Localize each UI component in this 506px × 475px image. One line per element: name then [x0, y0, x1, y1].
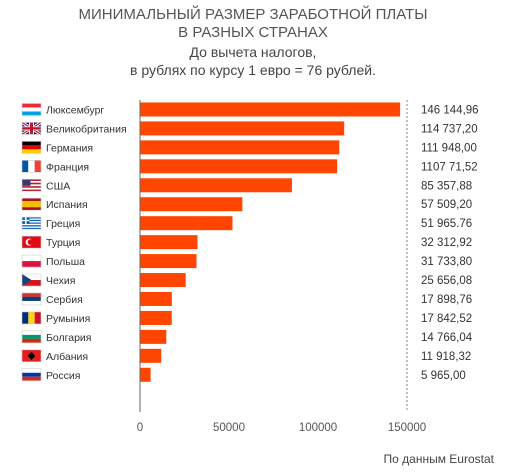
x-tick-label: 0: [137, 422, 143, 434]
flag-romania-icon: [21, 311, 42, 325]
value-label: 32 312,92: [421, 237, 472, 249]
value-label: 146 144,96: [421, 104, 479, 116]
chart-subtitle-line2: в рублях по курсу 1 евро = 76 рублей.: [130, 62, 376, 78]
bar: [140, 310, 172, 325]
bar: [140, 216, 233, 231]
bar: [140, 178, 292, 193]
value-label: 1107 71,52: [421, 161, 478, 173]
bar: [140, 291, 172, 306]
category-label: Испания: [46, 199, 88, 211]
bar: [140, 197, 243, 212]
chart-title-line1: МИНИМАЛЬНЫЙ РАЗМЕР ЗАРАБОТНОЙ ПЛАТЫ: [78, 6, 428, 23]
value-label: 111 948,00: [421, 142, 477, 154]
category-label: Люксембург: [46, 104, 104, 116]
flag-germany-icon: [21, 141, 42, 154]
category-label: Польша: [46, 256, 85, 268]
x-tick-label: 50000: [213, 422, 245, 434]
flag-greece-icon: [21, 216, 42, 230]
category-label: США: [46, 180, 70, 192]
category-label: Албания: [46, 351, 88, 363]
value-label: 85 357,88: [421, 180, 472, 192]
flag-spain-icon: [21, 197, 42, 211]
bar: [140, 121, 345, 136]
category-label: Румыния: [46, 313, 90, 325]
bar: [140, 273, 186, 288]
category-label: Сербия: [46, 294, 83, 306]
x-tick-label: 100000: [299, 422, 337, 434]
value-label: 11 918,32: [421, 351, 471, 363]
category-label: Франция: [46, 161, 89, 173]
flag-albania-icon: [21, 349, 42, 363]
value-label: 14 766,04: [421, 332, 473, 344]
flag-bulgaria-icon: [21, 330, 42, 344]
flag-uk-icon: [21, 121, 42, 136]
flag-poland-icon: [21, 254, 42, 268]
bar: [140, 102, 401, 117]
chart-subtitle-line1: До вычета налогов,: [189, 44, 317, 60]
x-tick-label: 150000: [388, 422, 426, 434]
category-label: Турция: [46, 237, 80, 249]
value-label: 25 656,08: [421, 275, 472, 287]
flag-turkey-icon: [21, 235, 42, 249]
flag-luxembourg-icon: [21, 103, 42, 116]
value-label: 51 965.76: [421, 218, 472, 230]
category-label: Россия: [46, 370, 80, 382]
flag-czechia-icon: [21, 273, 42, 287]
category-label: Германия: [46, 142, 93, 154]
category-label: Греция: [46, 218, 80, 230]
flag-france-icon: [21, 160, 42, 173]
bar: [140, 329, 167, 344]
value-label: 31 733,80: [421, 256, 472, 268]
value-label: 5 965,00: [421, 370, 466, 382]
bar: [140, 254, 197, 269]
value-label: 17 898,76: [421, 294, 472, 306]
category-label: Великобритания: [46, 123, 127, 135]
bar: [140, 235, 198, 250]
value-label: 17 842,52: [421, 313, 472, 325]
source-note: По данным Eurostat: [383, 452, 494, 466]
value-label: 114 737,20: [421, 123, 478, 135]
chart-title-line2: В РАЗНЫХ СТРАНАХ: [178, 24, 328, 41]
flag-usa-icon: [21, 178, 42, 192]
bar: [140, 159, 338, 174]
bar: [140, 348, 162, 363]
value-label: 57 509,20: [421, 199, 472, 211]
flag-serbia-icon: [21, 292, 42, 306]
bar: [140, 140, 340, 155]
category-label: Чехия: [46, 275, 75, 287]
bar: [140, 367, 151, 382]
flag-russia-icon: [21, 368, 42, 382]
category-label: Болгария: [46, 332, 91, 344]
